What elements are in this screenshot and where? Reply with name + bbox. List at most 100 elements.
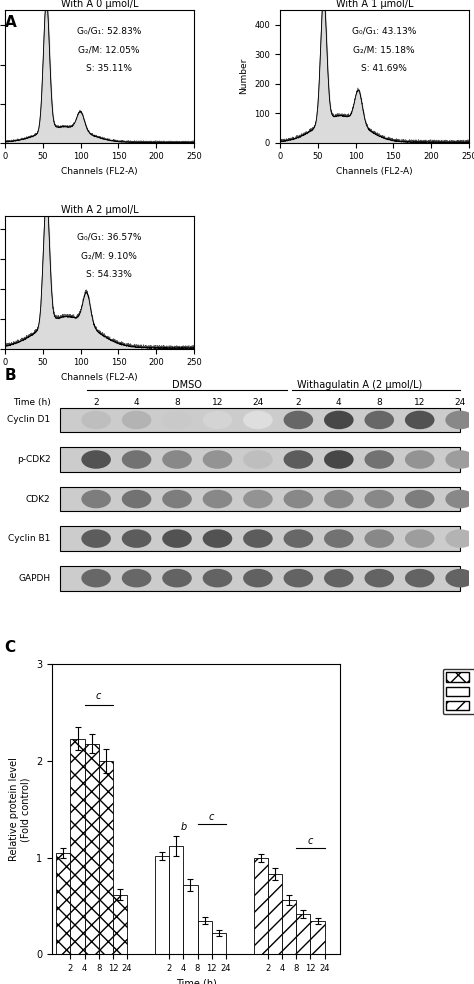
Ellipse shape: [243, 410, 273, 429]
Text: S: 41.69%: S: 41.69%: [361, 64, 407, 73]
Ellipse shape: [203, 451, 232, 468]
Ellipse shape: [122, 529, 151, 548]
Text: c: c: [308, 836, 313, 846]
Ellipse shape: [446, 569, 474, 587]
Text: p-CDK2: p-CDK2: [17, 455, 51, 464]
Bar: [169, 846, 183, 954]
Ellipse shape: [283, 451, 313, 468]
FancyBboxPatch shape: [60, 526, 460, 551]
Ellipse shape: [446, 451, 474, 468]
Ellipse shape: [82, 569, 111, 587]
Text: G₂/M: 12.05%: G₂/M: 12.05%: [78, 45, 140, 54]
Text: c: c: [209, 812, 214, 822]
Text: G₀/G₁: 52.83%: G₀/G₁: 52.83%: [77, 27, 141, 35]
Bar: [113, 894, 127, 954]
Ellipse shape: [365, 410, 394, 429]
Text: Withagulatin A (2 μmol/L): Withagulatin A (2 μmol/L): [297, 381, 423, 391]
Text: Time (h): Time (h): [13, 399, 51, 407]
Text: b: b: [180, 822, 187, 831]
Ellipse shape: [203, 529, 232, 548]
Ellipse shape: [405, 569, 435, 587]
Ellipse shape: [122, 569, 151, 587]
Text: S: 35.11%: S: 35.11%: [86, 64, 132, 73]
Text: G₀/G₁: 43.13%: G₀/G₁: 43.13%: [352, 27, 416, 35]
Ellipse shape: [365, 569, 394, 587]
Ellipse shape: [365, 529, 394, 548]
Bar: [99, 761, 113, 954]
Ellipse shape: [405, 529, 435, 548]
Title: With A 2 μmol/L: With A 2 μmol/L: [61, 205, 138, 215]
Ellipse shape: [324, 490, 354, 509]
Ellipse shape: [203, 410, 232, 429]
Ellipse shape: [162, 410, 192, 429]
Ellipse shape: [82, 490, 111, 509]
Text: G₀/G₁: 36.57%: G₀/G₁: 36.57%: [77, 232, 141, 242]
Ellipse shape: [82, 410, 111, 429]
Bar: [56, 853, 71, 954]
Ellipse shape: [324, 410, 354, 429]
Ellipse shape: [283, 490, 313, 509]
Ellipse shape: [324, 529, 354, 548]
Bar: [71, 739, 85, 954]
Text: G₂/M: 9.10%: G₂/M: 9.10%: [81, 251, 137, 260]
Ellipse shape: [283, 529, 313, 548]
FancyBboxPatch shape: [60, 487, 460, 512]
Bar: [254, 858, 268, 954]
Text: 2: 2: [296, 399, 301, 407]
Text: 2: 2: [93, 399, 99, 407]
Ellipse shape: [162, 529, 192, 548]
Title: With A 1 μmol/L: With A 1 μmol/L: [336, 0, 413, 9]
Bar: [268, 874, 282, 954]
Y-axis label: Relative protein level
(Fold control): Relative protein level (Fold control): [9, 758, 31, 861]
Ellipse shape: [405, 451, 435, 468]
Ellipse shape: [122, 410, 151, 429]
Ellipse shape: [162, 490, 192, 509]
Ellipse shape: [162, 569, 192, 587]
Text: B: B: [5, 368, 17, 383]
Text: Cyclin B1: Cyclin B1: [8, 534, 51, 543]
X-axis label: Channels (FL2-A): Channels (FL2-A): [61, 167, 138, 176]
Ellipse shape: [82, 529, 111, 548]
Text: 12: 12: [414, 399, 425, 407]
Ellipse shape: [405, 410, 435, 429]
Bar: [282, 900, 296, 954]
FancyBboxPatch shape: [60, 407, 460, 432]
Y-axis label: Number: Number: [239, 58, 248, 94]
Ellipse shape: [122, 490, 151, 509]
Bar: [155, 856, 169, 954]
Text: 24: 24: [252, 399, 264, 407]
Ellipse shape: [203, 569, 232, 587]
Bar: [183, 885, 198, 954]
Text: 12: 12: [212, 399, 223, 407]
Text: DMSO: DMSO: [172, 381, 202, 391]
Text: GAPDH: GAPDH: [18, 574, 51, 583]
Ellipse shape: [446, 529, 474, 548]
Text: c: c: [96, 691, 101, 701]
Ellipse shape: [446, 410, 474, 429]
Text: 4: 4: [336, 399, 342, 407]
Ellipse shape: [283, 410, 313, 429]
Text: 8: 8: [174, 399, 180, 407]
Ellipse shape: [446, 490, 474, 509]
Ellipse shape: [82, 451, 111, 468]
Bar: [212, 933, 226, 954]
Text: S: 54.33%: S: 54.33%: [86, 270, 132, 278]
Text: A: A: [5, 15, 17, 30]
Text: 24: 24: [455, 399, 466, 407]
Bar: [85, 744, 99, 954]
Title: With A 0 μmol/L: With A 0 μmol/L: [61, 0, 138, 9]
Ellipse shape: [203, 490, 232, 509]
Bar: [198, 921, 212, 954]
X-axis label: Channels (FL2-A): Channels (FL2-A): [61, 373, 138, 382]
Ellipse shape: [283, 569, 313, 587]
Ellipse shape: [365, 490, 394, 509]
Ellipse shape: [122, 451, 151, 468]
Bar: [310, 921, 325, 954]
Legend: Cyclin B1, p-CDK2, Cyclin D1: Cyclin B1, p-CDK2, Cyclin D1: [443, 669, 474, 714]
X-axis label: Time (h): Time (h): [176, 979, 217, 984]
Ellipse shape: [243, 490, 273, 509]
Ellipse shape: [243, 569, 273, 587]
Ellipse shape: [243, 529, 273, 548]
Text: C: C: [5, 640, 16, 654]
Text: G₂/M: 15.18%: G₂/M: 15.18%: [353, 45, 415, 54]
